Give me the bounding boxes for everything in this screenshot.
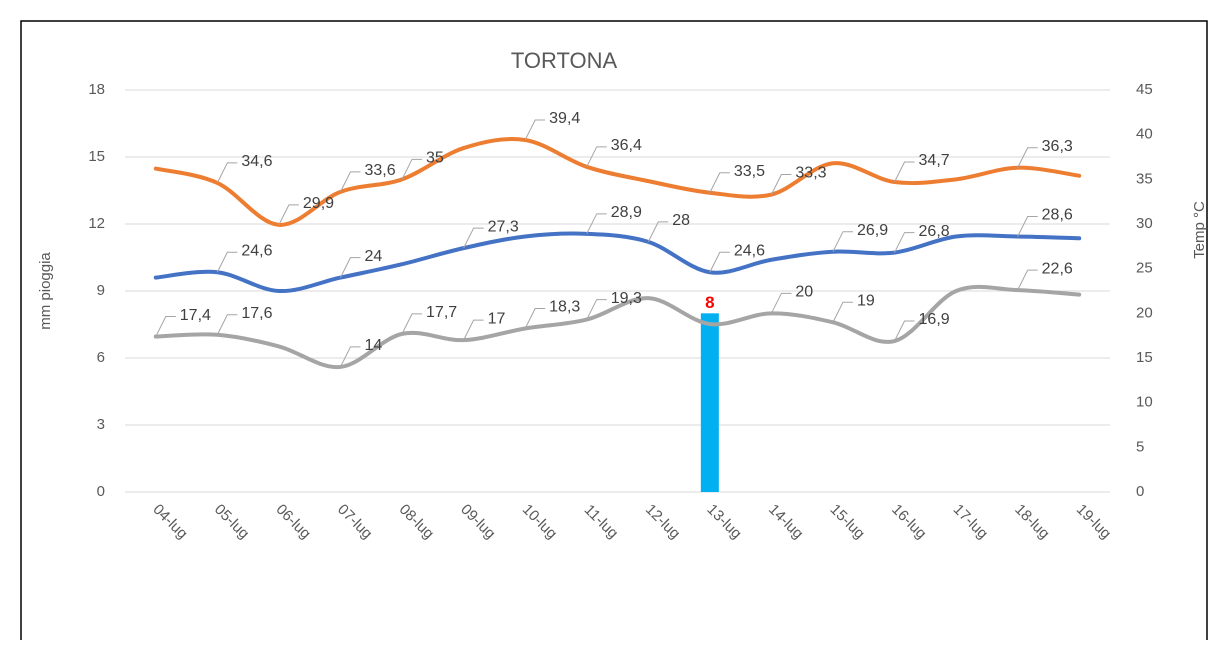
y-tick-label: 0 bbox=[97, 483, 105, 500]
leader-line bbox=[709, 172, 730, 193]
data-label: 36,3 bbox=[1042, 138, 1073, 155]
data-label: 17,4 bbox=[180, 307, 211, 324]
y-tick-label: 3 bbox=[97, 416, 105, 433]
leader-line bbox=[586, 299, 607, 320]
y2-tick-label: 40 bbox=[1136, 126, 1153, 143]
leader-line bbox=[340, 171, 361, 193]
y2-tick-label: 5 bbox=[1136, 438, 1144, 455]
y-tick-label: 12 bbox=[88, 215, 105, 232]
data-label: 24,6 bbox=[241, 242, 272, 259]
leader-line bbox=[770, 174, 792, 195]
y2-tick-label: 35 bbox=[1136, 170, 1153, 187]
leader-line bbox=[586, 213, 607, 235]
data-label: 39,4 bbox=[549, 110, 580, 127]
leader-line bbox=[894, 161, 915, 183]
data-label: 33,3 bbox=[795, 165, 826, 182]
leader-line bbox=[647, 221, 669, 243]
data-label: 33,6 bbox=[364, 162, 395, 179]
leader-line bbox=[894, 232, 915, 253]
leader-line bbox=[832, 231, 853, 252]
leader-line bbox=[1017, 269, 1038, 291]
data-label: 20 bbox=[795, 284, 813, 301]
data-label: 19 bbox=[857, 292, 875, 309]
y-tick-label: 18 bbox=[88, 81, 105, 98]
data-label: 28 bbox=[672, 212, 690, 229]
bar bbox=[700, 313, 719, 492]
y-tick-label: 6 bbox=[97, 349, 105, 366]
data-label: 34,7 bbox=[919, 152, 950, 169]
y2-tick-label: 10 bbox=[1136, 394, 1153, 411]
data-label: 19,3 bbox=[611, 290, 642, 307]
y2-tick-label: 15 bbox=[1136, 349, 1153, 366]
data-label: 29,9 bbox=[303, 195, 334, 212]
chart-frame bbox=[20, 20, 1208, 645]
data-label: 27,3 bbox=[488, 218, 519, 235]
leader-line bbox=[894, 320, 915, 342]
data-label: 28,9 bbox=[611, 204, 642, 221]
data-label: 26,9 bbox=[857, 222, 888, 239]
data-label: 35 bbox=[426, 150, 444, 167]
data-label: 17,7 bbox=[426, 304, 457, 321]
y-tick-label: 9 bbox=[97, 282, 105, 299]
line bbox=[153, 231, 1082, 294]
leader-line bbox=[832, 301, 853, 323]
leader-line bbox=[216, 251, 238, 273]
y2-tick-label: 25 bbox=[1136, 260, 1153, 277]
leader-line bbox=[524, 119, 546, 141]
leader-line bbox=[340, 257, 361, 278]
leader-line bbox=[524, 308, 546, 329]
y2-tick-label: 20 bbox=[1136, 304, 1153, 321]
data-label: 24,6 bbox=[734, 242, 765, 259]
leader-line bbox=[463, 227, 484, 249]
line bbox=[153, 284, 1082, 369]
leader-line bbox=[216, 314, 238, 335]
data-label: 14 bbox=[364, 337, 382, 354]
leader-line bbox=[1017, 216, 1038, 237]
leader-line bbox=[278, 204, 299, 226]
line bbox=[153, 137, 1082, 227]
leader-line bbox=[586, 146, 607, 168]
y-axis-label: mm pioggia bbox=[37, 252, 54, 330]
leader-line bbox=[463, 319, 484, 341]
y-tick-label: 15 bbox=[88, 148, 105, 165]
data-label: 34,6 bbox=[241, 153, 272, 170]
leader-line bbox=[770, 292, 792, 314]
y2-tick-label: 30 bbox=[1136, 215, 1153, 232]
data-label: 17,6 bbox=[241, 305, 272, 322]
leader-line bbox=[709, 251, 730, 273]
chart-title: TORTONA bbox=[511, 48, 618, 73]
y2-axis-label: Temp °C bbox=[1191, 201, 1208, 259]
data-label: 36,4 bbox=[611, 137, 642, 154]
leader-line bbox=[340, 346, 361, 368]
data-label: 18,3 bbox=[549, 299, 580, 316]
data-label: 28,6 bbox=[1042, 207, 1073, 224]
y2-tick-label: 45 bbox=[1136, 81, 1153, 98]
data-label: 33,5 bbox=[734, 163, 765, 180]
leader-line bbox=[401, 158, 423, 180]
data-label: 26,8 bbox=[919, 223, 950, 240]
leader-line bbox=[155, 316, 176, 337]
leader-line bbox=[401, 313, 423, 335]
leader-line bbox=[1017, 147, 1038, 168]
leader-line bbox=[216, 162, 238, 184]
data-label: 22,6 bbox=[1042, 260, 1073, 277]
bar-label: 8 bbox=[705, 293, 714, 312]
y2-tick-label: 0 bbox=[1136, 483, 1144, 500]
data-label: 24 bbox=[364, 248, 382, 265]
data-label: 17 bbox=[488, 310, 506, 327]
data-label: 16,9 bbox=[919, 311, 950, 328]
